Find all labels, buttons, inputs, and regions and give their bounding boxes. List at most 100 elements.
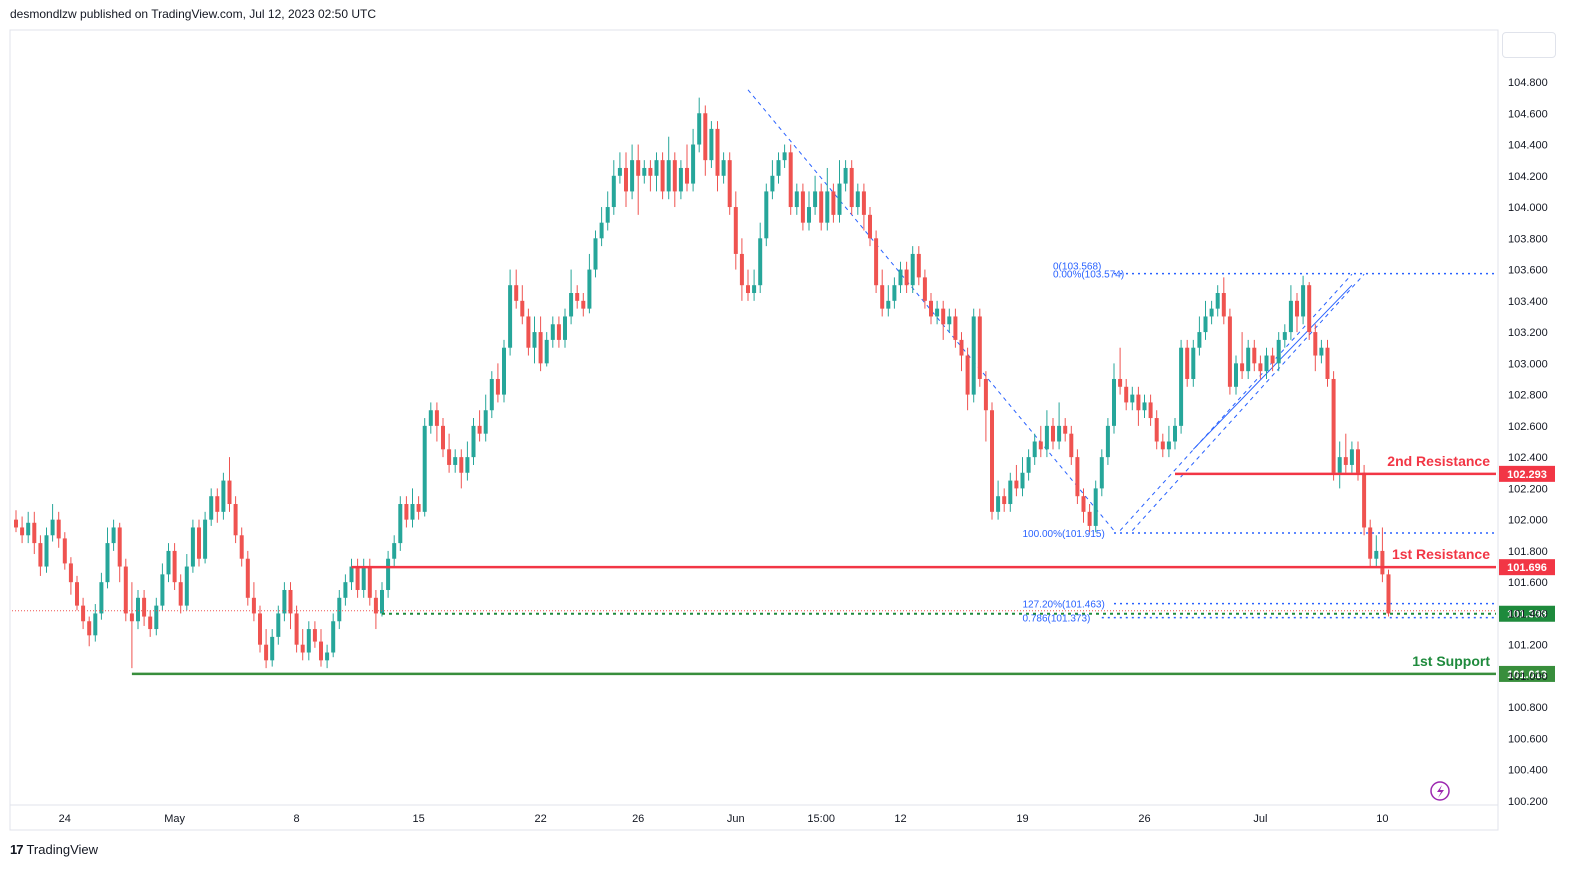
candle-body bbox=[270, 636, 275, 661]
candle-body bbox=[245, 558, 250, 598]
candle-body bbox=[190, 527, 195, 567]
lightning-icon[interactable] bbox=[1430, 781, 1450, 801]
plot-frame bbox=[9, 29, 1499, 831]
candle-body bbox=[819, 191, 824, 223]
candle-body bbox=[861, 191, 866, 215]
y-tick-label: 104.400 bbox=[1508, 140, 1548, 152]
candle-body bbox=[1368, 527, 1373, 559]
candle-body bbox=[184, 566, 189, 606]
publisher-header: desmondlzw published on TradingView.com,… bbox=[10, 7, 376, 21]
y-tick-label: 102.200 bbox=[1508, 483, 1548, 495]
candle-body bbox=[1148, 402, 1153, 419]
candle-body bbox=[581, 300, 586, 309]
candle-body bbox=[239, 535, 244, 559]
time-axis: 24 May 8 15 22 26 Jun 15:00 12 19 26 Jul 10 bbox=[59, 813, 1389, 825]
candle-body bbox=[14, 519, 18, 528]
candle-body bbox=[1276, 339, 1281, 364]
candle-body bbox=[1173, 425, 1177, 442]
candle-body bbox=[977, 316, 982, 379]
fib-level-label: 0.786(101.373) bbox=[1023, 614, 1091, 625]
candle-body bbox=[221, 480, 226, 512]
candle-body bbox=[331, 621, 336, 653]
candle-body bbox=[160, 574, 165, 606]
candle-body bbox=[251, 597, 256, 614]
candle-body bbox=[514, 285, 519, 301]
candle-body bbox=[1295, 300, 1299, 317]
candle-body bbox=[87, 621, 92, 636]
candle-body bbox=[575, 293, 580, 301]
candle-body bbox=[825, 191, 830, 223]
y-tick-label: 103.800 bbox=[1508, 233, 1548, 245]
candle-body bbox=[916, 253, 921, 278]
candle-body bbox=[489, 378, 494, 411]
x-tick-label: 26 bbox=[1138, 813, 1150, 825]
candle-body bbox=[520, 300, 525, 317]
candle-body bbox=[1093, 488, 1098, 526]
candle-body bbox=[1112, 378, 1116, 426]
candle-body bbox=[746, 285, 750, 294]
resistance-price-tag bbox=[1499, 465, 1555, 482]
candle-body bbox=[971, 316, 976, 395]
y-tick-label: 101.200 bbox=[1508, 640, 1548, 652]
candle-body bbox=[447, 449, 452, 465]
price-axis: 104.800 104.600 104.400 104.200 104.000 103.8… bbox=[1508, 77, 1548, 808]
candle-body bbox=[1105, 425, 1110, 458]
y-tick-label: 101.600 bbox=[1508, 577, 1548, 589]
x-tick-label: 12 bbox=[894, 813, 906, 825]
fib-level-label: 0(103.568) bbox=[1053, 262, 1101, 273]
candle-body bbox=[1166, 441, 1171, 450]
candle-body bbox=[1227, 316, 1232, 387]
y-tick-label: 102.000 bbox=[1508, 515, 1548, 527]
candle-body bbox=[56, 519, 61, 539]
y-tick-label: 104.600 bbox=[1508, 108, 1548, 120]
levels-layer: 101.398 2nd Resistance 102.293 1st Resistan… bbox=[12, 453, 1555, 682]
candle-body bbox=[648, 167, 653, 176]
support-price-tag-text: 101.013 bbox=[1507, 669, 1547, 681]
candle-body bbox=[538, 332, 543, 364]
candle-body bbox=[459, 457, 464, 473]
x-tick-label: 19 bbox=[1016, 813, 1028, 825]
candle-body bbox=[990, 410, 994, 512]
candle-body bbox=[68, 563, 73, 583]
candle-body bbox=[81, 605, 86, 622]
candle-body bbox=[1099, 457, 1104, 489]
candle-body bbox=[44, 535, 49, 567]
resistance-price-tag-text: 101.696 bbox=[1507, 562, 1547, 574]
candle-body bbox=[166, 550, 171, 575]
support-level-label: 1st Support bbox=[1412, 653, 1490, 669]
candle-body bbox=[1240, 363, 1245, 372]
candle-body bbox=[733, 207, 738, 254]
candle-body bbox=[422, 425, 427, 512]
candle-body bbox=[599, 222, 604, 239]
candle-body bbox=[703, 113, 708, 161]
candle-body bbox=[782, 152, 787, 161]
candle-body bbox=[294, 613, 299, 645]
candle-body bbox=[868, 214, 872, 239]
candle-body bbox=[544, 339, 549, 364]
x-tick-label: 15:00 bbox=[807, 813, 835, 825]
toolbar-button[interactable] bbox=[1502, 32, 1556, 58]
candle-body bbox=[1063, 425, 1068, 434]
candle-body bbox=[197, 527, 201, 559]
candle-body bbox=[75, 582, 79, 606]
y-tick-label: 100.800 bbox=[1508, 702, 1548, 714]
candle-body bbox=[355, 566, 360, 590]
candle-body bbox=[319, 641, 323, 661]
candle-body bbox=[624, 167, 628, 192]
candle-body bbox=[1349, 449, 1354, 465]
candle-body bbox=[550, 324, 555, 340]
candle-body bbox=[727, 160, 732, 208]
candle-body bbox=[32, 522, 37, 544]
candle-body bbox=[288, 589, 293, 614]
candle-body bbox=[50, 519, 55, 536]
candle-body bbox=[386, 558, 391, 590]
candle-body bbox=[807, 207, 811, 223]
candle-body bbox=[38, 543, 43, 567]
candle-body bbox=[1044, 425, 1049, 450]
candle-body bbox=[660, 160, 665, 192]
candle-body bbox=[563, 316, 567, 340]
y-tick-label: 103.600 bbox=[1508, 265, 1548, 277]
resistance-price-tag-text: 102.293 bbox=[1507, 469, 1547, 481]
candle-body bbox=[666, 160, 671, 192]
